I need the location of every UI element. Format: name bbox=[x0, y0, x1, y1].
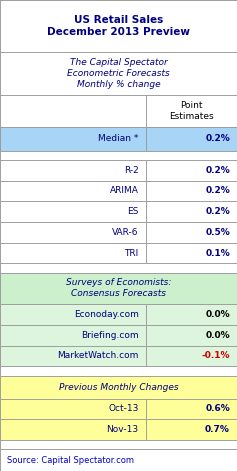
Text: 0.2%: 0.2% bbox=[205, 166, 230, 175]
Bar bbox=[0, 263, 237, 273]
Bar bbox=[0, 222, 146, 243]
Bar bbox=[0, 304, 146, 325]
Bar bbox=[0, 243, 146, 263]
Text: 0.2%: 0.2% bbox=[205, 187, 230, 195]
Text: 0.0%: 0.0% bbox=[205, 310, 230, 319]
Text: ES: ES bbox=[127, 207, 139, 216]
Bar bbox=[146, 419, 237, 440]
Text: MarketWatch.com: MarketWatch.com bbox=[57, 351, 139, 360]
Bar bbox=[146, 346, 237, 366]
Bar bbox=[0, 201, 146, 222]
Text: US Retail Sales
December 2013 Preview: US Retail Sales December 2013 Preview bbox=[47, 15, 190, 37]
Bar bbox=[0, 151, 237, 160]
Text: The Capital Spectator
Econometric Forecasts
Monthly % change: The Capital Spectator Econometric Foreca… bbox=[67, 58, 170, 89]
Bar bbox=[0, 375, 237, 398]
Bar bbox=[146, 325, 237, 346]
Bar bbox=[146, 127, 237, 151]
Text: 0.1%: 0.1% bbox=[205, 249, 230, 258]
Bar bbox=[146, 95, 237, 127]
Bar bbox=[146, 160, 237, 180]
Text: TRI: TRI bbox=[124, 249, 139, 258]
Text: Point
Estimates: Point Estimates bbox=[169, 101, 214, 121]
Text: VAR-6: VAR-6 bbox=[112, 228, 139, 237]
Text: ARIMA: ARIMA bbox=[110, 187, 139, 195]
Bar bbox=[146, 398, 237, 419]
Text: Econoday.com: Econoday.com bbox=[74, 310, 139, 319]
Bar bbox=[0, 180, 146, 201]
Bar bbox=[146, 222, 237, 243]
Bar bbox=[0, 95, 146, 127]
Bar bbox=[146, 243, 237, 263]
Bar bbox=[0, 449, 237, 471]
Text: Source: Capital Spectator.com: Source: Capital Spectator.com bbox=[7, 455, 134, 464]
Bar bbox=[0, 346, 146, 366]
Text: Nov-13: Nov-13 bbox=[106, 425, 139, 434]
Text: 0.2%: 0.2% bbox=[205, 134, 230, 143]
Bar bbox=[0, 273, 237, 304]
Text: Median *: Median * bbox=[98, 134, 139, 143]
Text: 0.6%: 0.6% bbox=[205, 405, 230, 414]
Bar bbox=[146, 180, 237, 201]
Text: R-2: R-2 bbox=[124, 166, 139, 175]
Text: -0.1%: -0.1% bbox=[201, 351, 230, 360]
Bar bbox=[0, 160, 146, 180]
Bar bbox=[0, 419, 146, 440]
Text: 0.7%: 0.7% bbox=[205, 425, 230, 434]
Bar bbox=[0, 127, 146, 151]
Text: Surveys of Economists:
Consensus Forecasts: Surveys of Economists: Consensus Forecas… bbox=[66, 278, 171, 299]
Bar bbox=[0, 398, 146, 419]
Text: Previous Monthly Changes: Previous Monthly Changes bbox=[59, 382, 178, 391]
Text: Oct-13: Oct-13 bbox=[108, 405, 139, 414]
Text: 0.0%: 0.0% bbox=[205, 331, 230, 340]
Text: Briefing.com: Briefing.com bbox=[81, 331, 139, 340]
Bar bbox=[146, 201, 237, 222]
Text: 0.5%: 0.5% bbox=[205, 228, 230, 237]
Bar bbox=[0, 440, 237, 449]
Bar bbox=[0, 0, 237, 52]
Bar bbox=[0, 325, 146, 346]
Bar bbox=[0, 52, 237, 95]
Bar bbox=[146, 304, 237, 325]
Text: 0.2%: 0.2% bbox=[205, 207, 230, 216]
Bar bbox=[0, 366, 237, 375]
